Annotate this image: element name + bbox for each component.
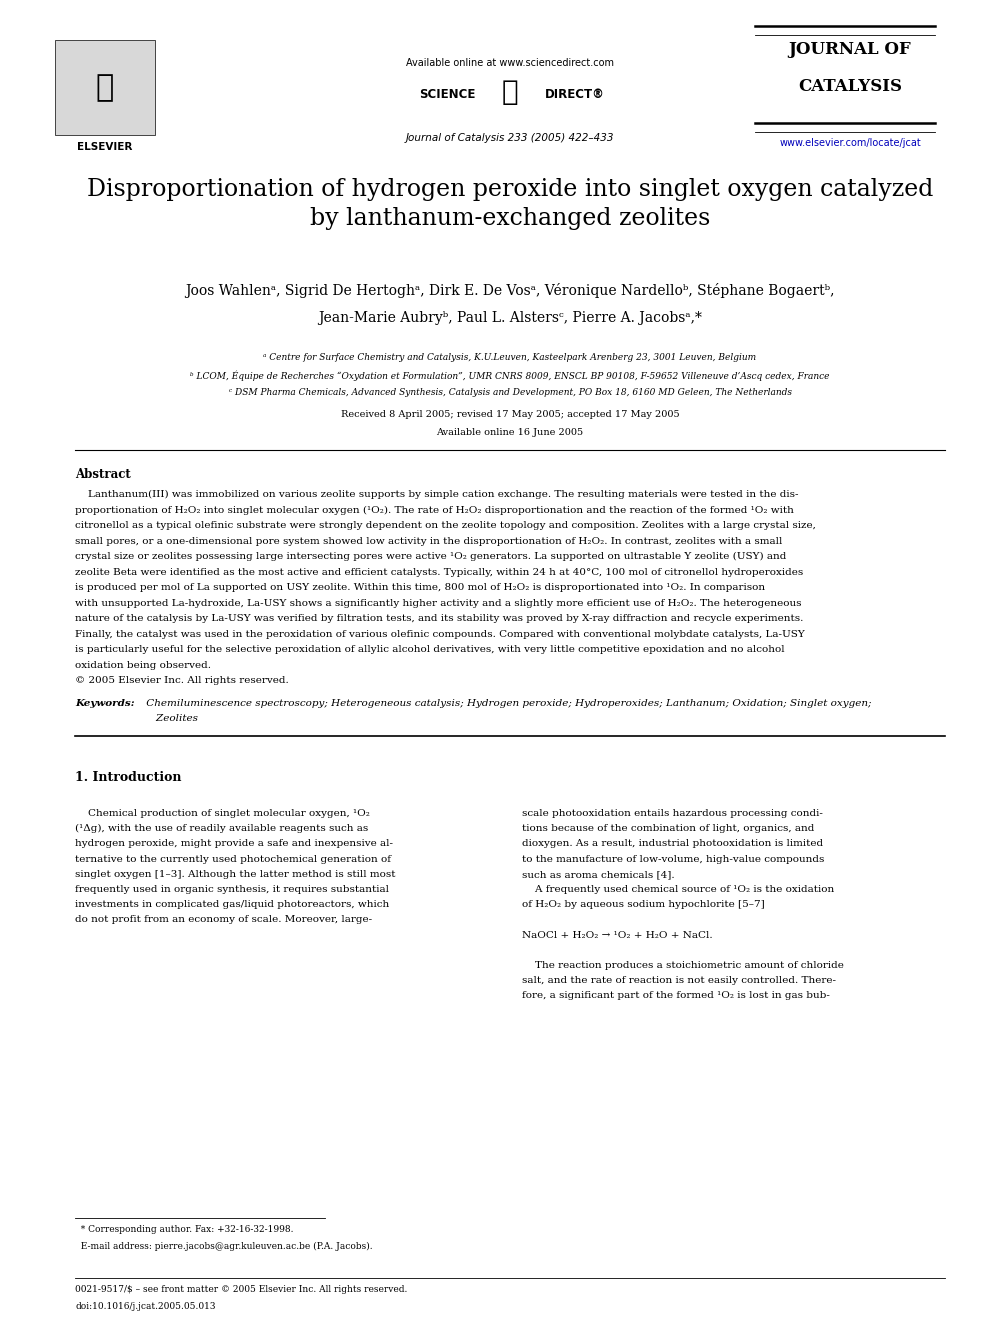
Text: investments in complicated gas/liquid photoreactors, which: investments in complicated gas/liquid ph… [75, 900, 389, 909]
Text: SCIENCE: SCIENCE [419, 89, 475, 101]
Text: with unsupported La-hydroxide, La-USY shows a significantly higher activity and : with unsupported La-hydroxide, La-USY sh… [75, 598, 802, 607]
Text: Chemiluminescence spectroscopy; Heterogeneous catalysis; Hydrogen peroxide; Hydr: Chemiluminescence spectroscopy; Heteroge… [143, 699, 872, 708]
Text: hydrogen peroxide, might provide a safe and inexpensive al-: hydrogen peroxide, might provide a safe … [75, 839, 393, 848]
Text: Jean-Marie Aubryᵇ, Paul L. Alstersᶜ, Pierre A. Jacobsᵃ,*: Jean-Marie Aubryᵇ, Paul L. Alstersᶜ, Pie… [318, 311, 702, 325]
Text: Journal of Catalysis 233 (2005) 422–433: Journal of Catalysis 233 (2005) 422–433 [406, 134, 614, 143]
Text: fore, a significant part of the formed ¹O₂ is lost in gas bub-: fore, a significant part of the formed ¹… [522, 991, 830, 1000]
Text: dioxygen. As a result, industrial photooxidation is limited: dioxygen. As a result, industrial photoo… [522, 839, 823, 848]
Text: salt, and the rate of reaction is not easily controlled. There-: salt, and the rate of reaction is not ea… [522, 976, 836, 986]
Text: ᶜ DSM Pharma Chemicals, Advanced Synthesis, Catalysis and Development, PO Box 18: ᶜ DSM Pharma Chemicals, Advanced Synthes… [228, 388, 792, 397]
Text: DIRECT®: DIRECT® [545, 89, 605, 101]
Text: is particularly useful for the selective peroxidation of allylic alcohol derivat: is particularly useful for the selective… [75, 646, 785, 654]
Text: Abstract: Abstract [75, 468, 131, 482]
Text: frequently used in organic synthesis, it requires substantial: frequently used in organic synthesis, it… [75, 885, 389, 894]
Text: The reaction produces a stoichiometric amount of chloride: The reaction produces a stoichiometric a… [522, 960, 844, 970]
Text: Chemical production of singlet molecular oxygen, ¹O₂: Chemical production of singlet molecular… [75, 808, 370, 818]
Text: citronellol as a typical olefinic substrate were strongly dependent on the zeoli: citronellol as a typical olefinic substr… [75, 521, 815, 531]
Text: is produced per mol of La supported on USY zeolite. Within this time, 800 mol of: is produced per mol of La supported on U… [75, 583, 765, 591]
FancyBboxPatch shape [55, 40, 155, 135]
Text: (¹Δɡ), with the use of readily available reagents such as: (¹Δɡ), with the use of readily available… [75, 824, 368, 833]
Text: * Corresponding author. Fax: +32-16-32-1998.: * Corresponding author. Fax: +32-16-32-1… [75, 1225, 294, 1234]
Text: www.elsevier.com/locate/jcat: www.elsevier.com/locate/jcat [779, 138, 921, 148]
Text: Finally, the catalyst was used in the peroxidation of various olefinic compounds: Finally, the catalyst was used in the pe… [75, 630, 805, 639]
Text: tions because of the combination of light, organics, and: tions because of the combination of ligh… [522, 824, 814, 833]
Text: © 2005 Elsevier Inc. All rights reserved.: © 2005 Elsevier Inc. All rights reserved… [75, 676, 289, 685]
Text: ᵃ Centre for Surface Chemistry and Catalysis, K.U.Leuven, Kasteelpark Arenberg 2: ᵃ Centre for Surface Chemistry and Catal… [264, 353, 757, 363]
Text: Zeolites: Zeolites [143, 714, 198, 722]
Text: proportionation of H₂O₂ into singlet molecular oxygen (¹O₂). The rate of H₂O₂ di: proportionation of H₂O₂ into singlet mol… [75, 505, 794, 515]
Text: ᵇ LCOM, Équipe de Recherches “Oxydation et Formulation”, UMR CNRS 8009, ENSCL BP: ᵇ LCOM, Équipe de Recherches “Oxydation … [190, 370, 829, 381]
Text: Lanthanum(III) was immobilized on various zeolite supports by simple cation exch: Lanthanum(III) was immobilized on variou… [75, 490, 799, 499]
Text: 🌿: 🌿 [96, 73, 114, 102]
Text: crystal size or zeolites possessing large intersecting pores were active ¹O₂ gen: crystal size or zeolites possessing larg… [75, 552, 787, 561]
Text: Disproportionation of hydrogen peroxide into singlet oxygen catalyzed
by lanthan: Disproportionation of hydrogen peroxide … [87, 179, 933, 230]
Text: oxidation being observed.: oxidation being observed. [75, 660, 211, 669]
Text: of H₂O₂ by aqueous sodium hypochlorite [5–7]: of H₂O₂ by aqueous sodium hypochlorite [… [522, 900, 765, 909]
Text: 1. Introduction: 1. Introduction [75, 771, 182, 785]
Text: ternative to the currently used photochemical generation of: ternative to the currently used photoche… [75, 855, 391, 864]
Text: CATALYSIS: CATALYSIS [798, 78, 902, 95]
Text: E-mail address: pierre.jacobs@agr.kuleuven.ac.be (P.A. Jacobs).: E-mail address: pierre.jacobs@agr.kuleuv… [75, 1242, 373, 1252]
Text: JOURNAL OF: JOURNAL OF [789, 41, 912, 58]
Text: 0021-9517/$ – see front matter © 2005 Elsevier Inc. All rights reserved.: 0021-9517/$ – see front matter © 2005 El… [75, 1285, 408, 1294]
Text: ⓐ: ⓐ [502, 78, 518, 106]
Text: doi:10.1016/j.jcat.2005.05.013: doi:10.1016/j.jcat.2005.05.013 [75, 1302, 215, 1311]
Text: small pores, or a one-dimensional pore system showed low activity in the disprop: small pores, or a one-dimensional pore s… [75, 537, 783, 545]
Text: Available online at www.sciencedirect.com: Available online at www.sciencedirect.co… [406, 58, 614, 67]
Text: singlet oxygen [1–3]. Although the latter method is still most: singlet oxygen [1–3]. Although the latte… [75, 869, 396, 878]
Text: Keywords:: Keywords: [75, 699, 135, 708]
Text: Available online 16 June 2005: Available online 16 June 2005 [436, 429, 583, 437]
Text: do not profit from an economy of scale. Moreover, large-: do not profit from an economy of scale. … [75, 916, 372, 925]
Text: such as aroma chemicals [4].: such as aroma chemicals [4]. [522, 869, 675, 878]
Text: A frequently used chemical source of ¹O₂ is the oxidation: A frequently used chemical source of ¹O₂… [522, 885, 834, 894]
Text: to the manufacture of low-volume, high-value compounds: to the manufacture of low-volume, high-v… [522, 855, 824, 864]
Text: Joos Wahlenᵃ, Sigrid De Hertoghᵃ, Dirk E. De Vosᵃ, Véronique Nardelloᵇ, Stéphane: Joos Wahlenᵃ, Sigrid De Hertoghᵃ, Dirk E… [186, 283, 834, 298]
Text: scale photooxidation entails hazardous processing condi-: scale photooxidation entails hazardous p… [522, 808, 823, 818]
Text: NaOCl + H₂O₂ → ¹O₂ + H₂O + NaCl.: NaOCl + H₂O₂ → ¹O₂ + H₂O + NaCl. [522, 930, 712, 939]
Text: ELSEVIER: ELSEVIER [77, 142, 133, 152]
Text: Received 8 April 2005; revised 17 May 2005; accepted 17 May 2005: Received 8 April 2005; revised 17 May 20… [340, 410, 680, 419]
Text: nature of the catalysis by La-USY was verified by filtration tests, and its stab: nature of the catalysis by La-USY was ve… [75, 614, 804, 623]
Text: zeolite Beta were identified as the most active and efficient catalysts. Typical: zeolite Beta were identified as the most… [75, 568, 804, 577]
